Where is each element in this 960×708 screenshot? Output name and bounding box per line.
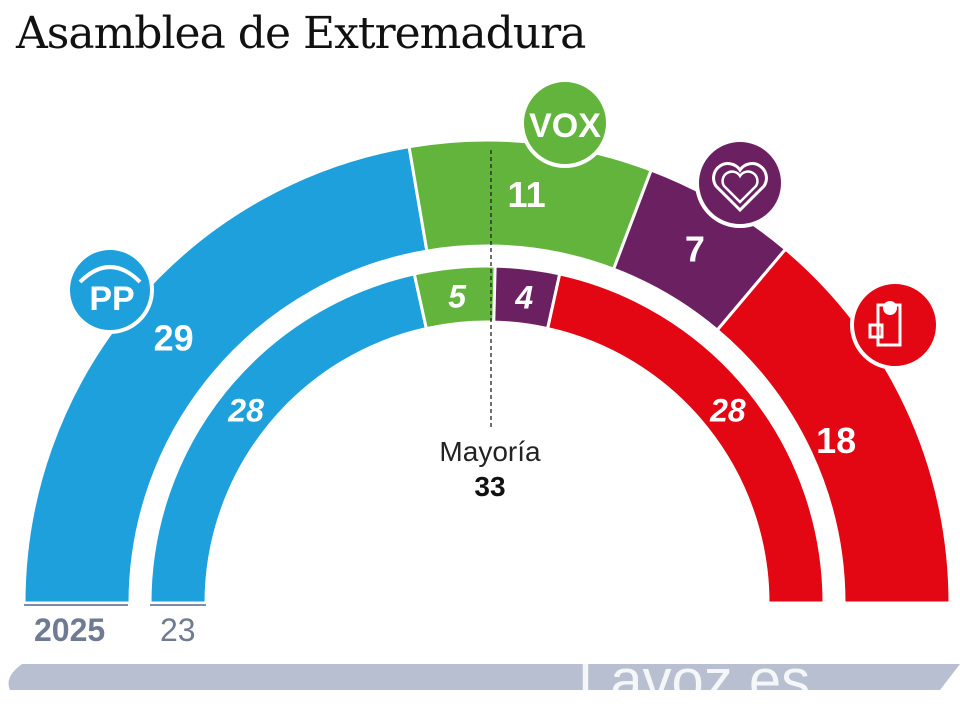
psoe-logo xyxy=(850,280,940,370)
footer-bar xyxy=(8,664,960,690)
heart-logo xyxy=(695,138,785,228)
seat-label-outer-psoe: 18 xyxy=(816,420,856,461)
pp-logo: PP xyxy=(66,246,154,334)
svg-text:PP: PP xyxy=(89,280,134,318)
svg-text:VOX: VOX xyxy=(529,107,601,145)
seat-label-inner-pp: 28 xyxy=(227,393,264,429)
footer-brand: Lavoz.es xyxy=(578,648,810,708)
seat-label-outer-pp: 29 xyxy=(154,318,194,359)
year-label-outer: 2025 xyxy=(34,612,105,648)
seat-segment-inner-psoe xyxy=(545,272,826,605)
seat-segment-outer-pp xyxy=(22,144,429,605)
chart-title: Asamblea de Extremadura xyxy=(16,8,586,59)
majority-label: Mayoría xyxy=(439,436,541,467)
seat-label-inner-psoe: 28 xyxy=(709,393,746,429)
seat-label-inner-vox: 5 xyxy=(448,278,467,314)
vox-logo: VOX xyxy=(520,78,610,168)
seat-label-outer-unidas-por-extremadura: 7 xyxy=(685,229,705,270)
seat-label-inner-unidas-por-extremadura: 4 xyxy=(514,279,533,315)
majority-value: 33 xyxy=(474,471,505,502)
seat-label-outer-vox: 11 xyxy=(508,174,546,215)
year-label-inner: 23 xyxy=(160,612,196,648)
